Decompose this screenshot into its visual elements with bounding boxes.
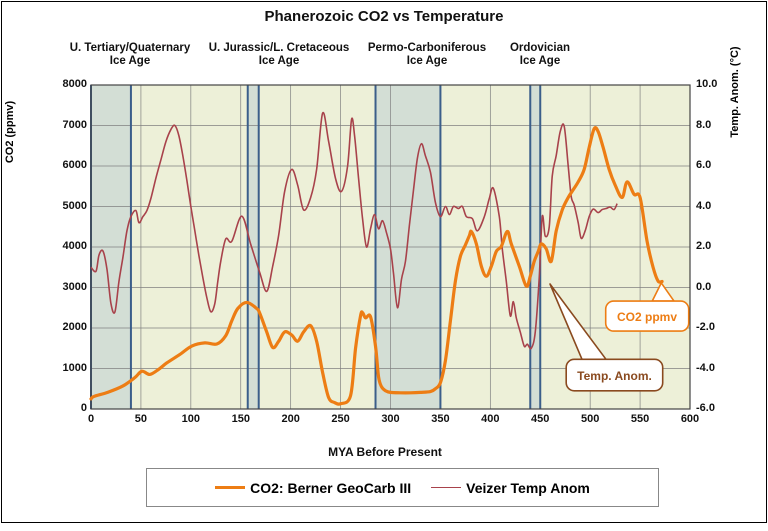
- svg-text:CO2 ppmv: CO2 ppmv: [617, 310, 677, 324]
- svg-text:Temp. Anom.: Temp. Anom.: [577, 369, 652, 383]
